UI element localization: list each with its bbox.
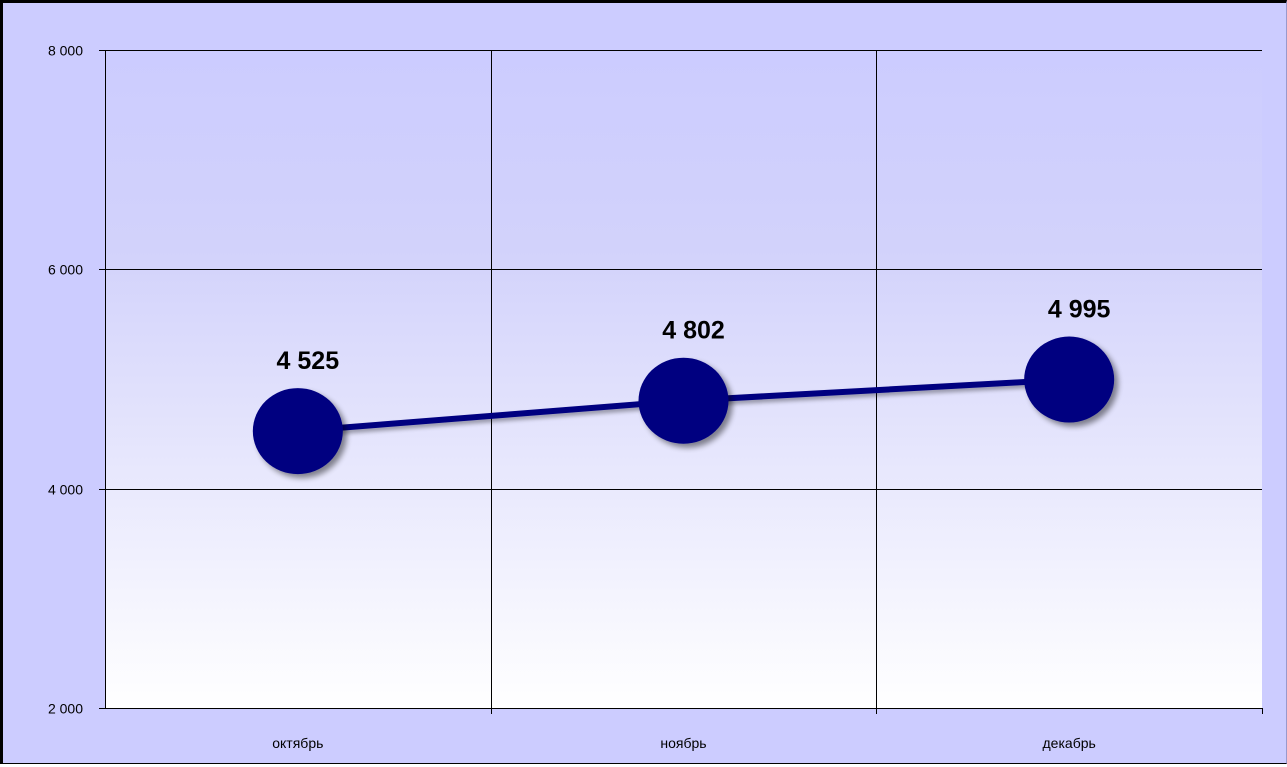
data-value-label: 4 525 xyxy=(277,347,340,375)
data-value-label: 4 995 xyxy=(1048,296,1111,324)
x-axis-tick-labels: октябрь ноябрь декабрь xyxy=(272,735,1096,751)
y-tick-label: 8 000 xyxy=(48,43,83,59)
x-tick-label: октябрь xyxy=(272,735,323,751)
series-markers xyxy=(252,336,1115,475)
gridlines xyxy=(105,50,1262,708)
data-point-marker xyxy=(1024,336,1115,423)
axes xyxy=(99,50,1263,714)
data-point-marker xyxy=(638,357,729,444)
y-axis-tick-labels: 2 000 4 000 6 000 8 000 xyxy=(48,43,83,717)
line-chart: 2 000 4 000 6 000 8 000 октябрь ноябрь декабр… xyxy=(48,43,1263,751)
data-value-label: 4 802 xyxy=(662,317,725,345)
y-tick-label: 2 000 xyxy=(48,701,83,717)
y-tick-label: 4 000 xyxy=(48,482,83,498)
data-labels: 4 525 4 802 4 995 xyxy=(277,296,1111,376)
y-tick-label: 6 000 xyxy=(48,262,83,278)
x-tick-label: ноябрь xyxy=(660,735,706,751)
data-point-marker xyxy=(252,388,343,475)
x-tick-label: декабрь xyxy=(1043,735,1096,751)
